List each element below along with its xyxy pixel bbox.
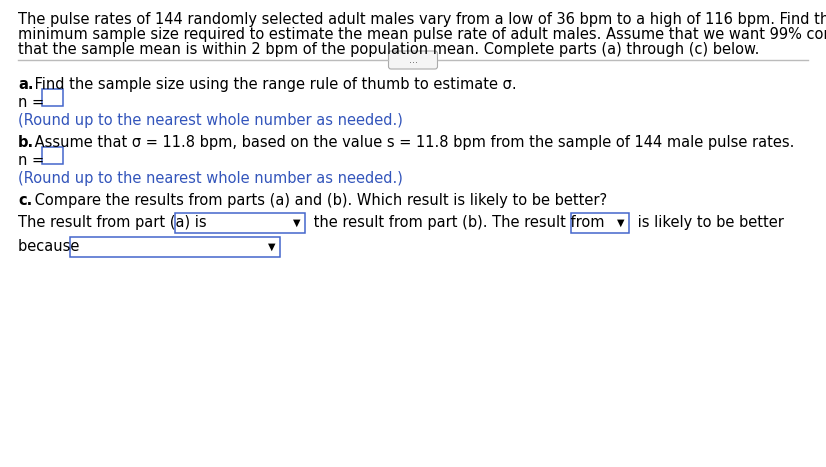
FancyBboxPatch shape (388, 51, 438, 69)
Text: The result from part (a) is: The result from part (a) is (18, 215, 211, 230)
Text: ▼: ▼ (293, 218, 301, 228)
Text: ▼: ▼ (268, 242, 276, 252)
Text: n =: n = (18, 95, 44, 110)
Text: b.: b. (18, 135, 34, 150)
Text: minimum sample size required to estimate the mean pulse rate of adult males. Ass: minimum sample size required to estimate… (18, 27, 826, 42)
Text: the result from part (b). The result from: the result from part (b). The result fro… (309, 215, 609, 230)
Text: Compare the results from parts (a) and (b). Which result is likely to be better?: Compare the results from parts (a) and (… (30, 193, 607, 208)
Text: because: because (18, 239, 84, 254)
FancyBboxPatch shape (175, 213, 305, 233)
Text: ...: ... (409, 55, 417, 65)
Text: n =: n = (18, 153, 44, 168)
Text: that the sample mean is within 2 bpm of the population mean. Complete parts (a) : that the sample mean is within 2 bpm of … (18, 42, 759, 57)
FancyBboxPatch shape (571, 213, 629, 233)
Text: is likely to be better: is likely to be better (633, 215, 784, 230)
Text: Find the sample size using the range rule of thumb to estimate σ.: Find the sample size using the range rul… (30, 77, 516, 92)
FancyBboxPatch shape (42, 147, 63, 164)
Text: c.: c. (18, 193, 32, 208)
Text: The pulse rates of 144 randomly selected adult males vary from a low of 36 bpm t: The pulse rates of 144 randomly selected… (18, 12, 826, 27)
Text: ▼: ▼ (617, 218, 624, 228)
FancyBboxPatch shape (70, 237, 280, 257)
FancyBboxPatch shape (42, 89, 63, 106)
Text: (Round up to the nearest whole number as needed.): (Round up to the nearest whole number as… (18, 171, 403, 186)
Text: (Round up to the nearest whole number as needed.): (Round up to the nearest whole number as… (18, 113, 403, 128)
Text: Assume that σ = 11.8 bpm, based on the value s = 11.8 bpm from the sample of 144: Assume that σ = 11.8 bpm, based on the v… (30, 135, 795, 150)
Text: a.: a. (18, 77, 34, 92)
